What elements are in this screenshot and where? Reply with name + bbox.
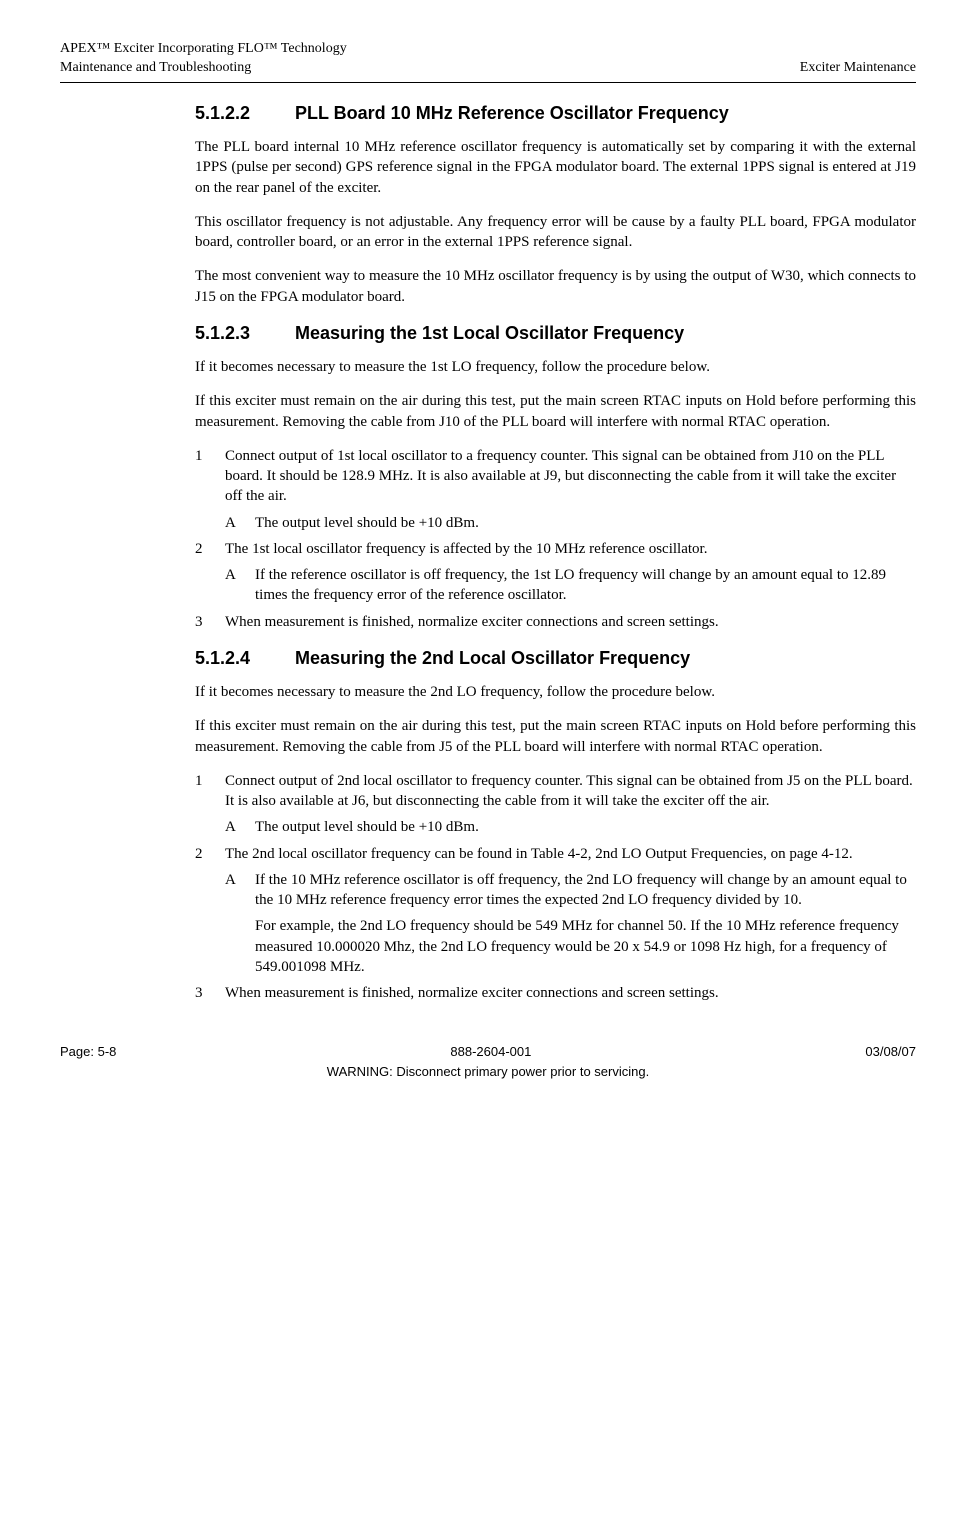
heading-number: 5.1.2.2 [195, 101, 295, 125]
step-body: When measurement is finished, normalize … [225, 983, 916, 1003]
paragraph: If this exciter must remain on the air d… [195, 391, 916, 432]
heading-number: 5.1.2.3 [195, 321, 295, 345]
step-3: 3 When measurement is finished, normaliz… [195, 612, 916, 632]
product-line-2: Maintenance and Troubleshooting [60, 59, 347, 78]
heading-5-1-2-4: 5.1.2.4Measuring the 2nd Local Oscillato… [195, 646, 916, 670]
heading-5-1-2-2: 5.1.2.2PLL Board 10 MHz Reference Oscill… [195, 101, 916, 125]
substep-letter: A [225, 513, 255, 533]
paragraph: The most convenient way to measure the 1… [195, 266, 916, 307]
header-rule [60, 82, 916, 83]
header-left: APEX™ Exciter Incorporating FLO™ Technol… [60, 40, 347, 78]
content-area: 5.1.2.2PLL Board 10 MHz Reference Oscill… [195, 101, 916, 1004]
header: APEX™ Exciter Incorporating FLO™ Technol… [60, 40, 916, 78]
step-body: The 1st local oscillator frequency is af… [225, 539, 916, 559]
footer-docnum: 888-2604-001 [116, 1043, 865, 1061]
paragraph: If it becomes necessary to measure the 1… [195, 357, 916, 377]
substep-a: A The output level should be +10 dBm. [225, 817, 916, 837]
footer-warning: WARNING: Disconnect primary power prior … [60, 1063, 916, 1081]
footer-row: Page: 5-8 888-2604-001 03/08/07 [60, 1043, 916, 1061]
paragraph: If it becomes necessary to measure the 2… [195, 682, 916, 702]
heading-title: Measuring the 2nd Local Oscillator Frequ… [295, 648, 690, 668]
substep-example: For example, the 2nd LO frequency should… [255, 916, 916, 977]
heading-number: 5.1.2.4 [195, 646, 295, 670]
step-1: 1 Connect output of 2nd local oscillator… [195, 771, 916, 812]
header-right-label: Exciter Maintenance [800, 59, 916, 78]
procedure-list: 1 Connect output of 2nd local oscillator… [195, 771, 916, 1004]
paragraph: This oscillator frequency is not adjusta… [195, 212, 916, 253]
step-number: 2 [195, 539, 225, 559]
substep-body: If the 10 MHz reference oscillator is of… [255, 870, 916, 911]
step-number: 1 [195, 446, 225, 507]
heading-title: Measuring the 1st Local Oscillator Frequ… [295, 323, 684, 343]
footer-page: Page: 5-8 [60, 1043, 116, 1061]
step-3: 3 When measurement is finished, normaliz… [195, 983, 916, 1003]
substep-letter: A [225, 817, 255, 837]
product-line-1: APEX™ Exciter Incorporating FLO™ Technol… [60, 40, 347, 59]
substep-a: A The output level should be +10 dBm. [225, 513, 916, 533]
step-body: When measurement is finished, normalize … [225, 612, 916, 632]
substep-body: The output level should be +10 dBm. [255, 817, 916, 837]
substep-a: A If the 10 MHz reference oscillator is … [225, 870, 916, 911]
paragraph: If this exciter must remain on the air d… [195, 716, 916, 757]
step-number: 1 [195, 771, 225, 812]
step-body: Connect output of 1st local oscillator t… [225, 446, 916, 507]
step-2: 2 The 2nd local oscillator frequency can… [195, 844, 916, 864]
footer: Page: 5-8 888-2604-001 03/08/07 WARNING:… [60, 1043, 916, 1080]
heading-5-1-2-3: 5.1.2.3Measuring the 1st Local Oscillato… [195, 321, 916, 345]
step-1: 1 Connect output of 1st local oscillator… [195, 446, 916, 507]
paragraph: The PLL board internal 10 MHz reference … [195, 137, 916, 198]
substep-body: The output level should be +10 dBm. [255, 513, 916, 533]
step-number: 3 [195, 983, 225, 1003]
substep-body: If the reference oscillator is off frequ… [255, 565, 916, 606]
footer-date: 03/08/07 [865, 1043, 916, 1061]
substep-letter: A [225, 870, 255, 911]
step-body: Connect output of 2nd local oscillator t… [225, 771, 916, 812]
step-2: 2 The 1st local oscillator frequency is … [195, 539, 916, 559]
substep-a: A If the reference oscillator is off fre… [225, 565, 916, 606]
substep-letter: A [225, 565, 255, 606]
step-number: 2 [195, 844, 225, 864]
heading-title: PLL Board 10 MHz Reference Oscillator Fr… [295, 103, 729, 123]
procedure-list: 1 Connect output of 1st local oscillator… [195, 446, 916, 632]
header-right: Exciter Maintenance [800, 40, 916, 78]
step-number: 3 [195, 612, 225, 632]
step-body: The 2nd local oscillator frequency can b… [225, 844, 916, 864]
